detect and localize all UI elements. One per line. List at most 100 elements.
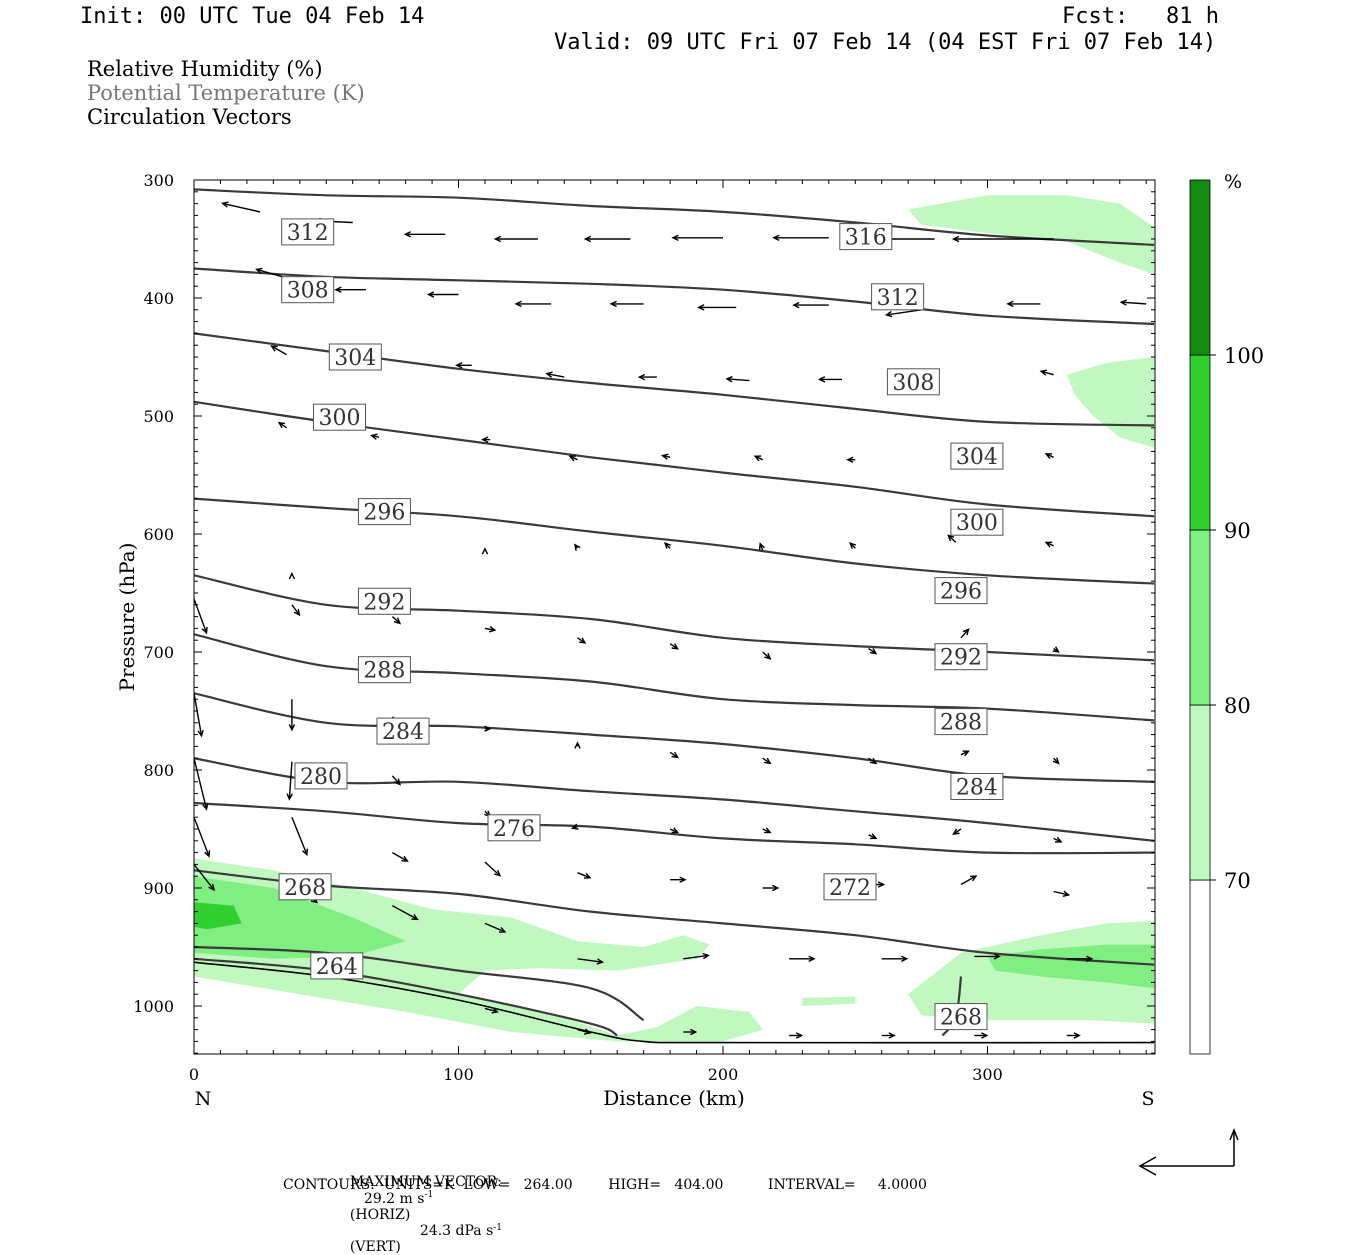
circulation-vector [583, 235, 631, 243]
circulation-vector [194, 863, 215, 892]
max-vector-vert: 24.3 dPa s [419, 1223, 494, 1240]
colorbar-segment [1189, 179, 1211, 356]
circulation-vector [1052, 757, 1060, 765]
y-tick-label: 800 [143, 761, 174, 780]
circulation-vector [637, 373, 657, 381]
x-tick-label: 200 [708, 1065, 739, 1084]
legend-theta: Potential Temperature (K) [87, 81, 365, 105]
vert-tag: (VERT) [349, 1239, 401, 1255]
x-axis-title: Distance (km) [603, 1086, 745, 1110]
circulation-vector [391, 616, 402, 625]
legend-vectors: Circulation Vectors [87, 105, 292, 129]
circulation-vector [960, 628, 970, 639]
contour-label: 284 [950, 773, 1004, 801]
contour-label: 264 [310, 952, 364, 980]
circulation-vector [661, 453, 671, 460]
circulation-vector [671, 234, 723, 242]
circulation-vector [670, 876, 687, 883]
circulation-vector [514, 300, 552, 308]
circulation-vector [1119, 299, 1147, 306]
y-tick-label: 300 [143, 171, 174, 190]
circulation-vector [403, 231, 446, 238]
y-tick-label: 1000 [133, 997, 174, 1016]
contour-label: 300 [313, 403, 366, 431]
circulation-vector [1053, 836, 1063, 843]
rh-region-70 [802, 996, 856, 1006]
colorbar-unit: % [1224, 171, 1242, 193]
circulation-vector [974, 1032, 989, 1039]
contour-label: 296 [357, 498, 411, 526]
y-axis-title: Pressure (hPa) [115, 543, 139, 692]
rh-region-70 [1066, 357, 1155, 448]
rh-region-70 [908, 195, 1155, 275]
contour-label: 272 [823, 873, 877, 901]
y-tick-label: 500 [143, 407, 174, 426]
contour-label: 304 [950, 442, 1004, 470]
circulation-vector [455, 362, 472, 369]
contour-label: 312 [871, 283, 925, 311]
circulation-vector [392, 905, 419, 921]
circulation-vector [493, 235, 538, 243]
circulation-vector [758, 542, 765, 551]
circulation-vector [868, 647, 878, 655]
y-tick-label: 900 [143, 879, 174, 898]
circulation-vector [286, 761, 293, 801]
circulation-vector [881, 1032, 896, 1039]
theta-contour-296 [194, 497, 1155, 585]
circulation-vector [484, 861, 502, 877]
contour-label: 268 [934, 1003, 988, 1031]
circulation-vector [270, 345, 287, 356]
contour-label-text: 296 [940, 580, 982, 605]
contour-label: 316 [839, 223, 893, 251]
colorbar-segment [1189, 879, 1211, 1055]
north-label: N [195, 1088, 212, 1110]
contour-label-text: 280 [300, 765, 342, 790]
vert-exponent: -1 [493, 1222, 503, 1233]
circulation-vector [291, 816, 308, 857]
colorbar-label: 100 [1224, 344, 1264, 368]
colorbar-segment [1189, 354, 1211, 531]
circulation-vector [817, 376, 842, 383]
circulation-vector [762, 651, 772, 660]
y-tick-label: 600 [143, 525, 174, 544]
contour-label: 296 [934, 577, 988, 605]
contour-label: 288 [357, 656, 411, 684]
theta-contour-268 [194, 945, 645, 1022]
contour-label-text: 292 [363, 590, 405, 615]
circulation-vector [846, 456, 856, 463]
contour-label-text: 268 [284, 876, 326, 901]
circulation-vector [568, 455, 578, 462]
circulation-vector [762, 827, 772, 834]
rh-shading [194, 195, 1155, 1042]
contour-label: 292 [934, 643, 988, 671]
contour-label-text: 272 [829, 876, 871, 901]
init-time: Init: 00 UTC Tue 04 Feb 14 [80, 4, 425, 29]
contour-label-text: 284 [382, 720, 424, 745]
circulation-vector [570, 823, 579, 830]
circulation-vector [391, 775, 401, 786]
circulation-vector [1044, 541, 1054, 548]
contours-line: CONTOURS: UNITS=K LOW= 264.00 HIGH= 404.… [283, 1177, 927, 1193]
contour-label: 304 [328, 343, 382, 371]
theta-contour-272 [194, 869, 1155, 966]
circulation-vector [484, 725, 492, 732]
circulation-vector [789, 1032, 804, 1039]
x-tick-label: 300 [972, 1065, 1003, 1084]
colorbar-segment [1189, 704, 1211, 881]
circulation-vector [288, 571, 296, 580]
contour-label: 276 [487, 814, 541, 842]
contour-label-text: 312 [877, 286, 919, 311]
south-label: S [1141, 1088, 1154, 1110]
circulation-vector [669, 751, 679, 759]
circulation-vector [725, 376, 750, 383]
circulation-vector [697, 304, 737, 311]
circulation-vector [951, 235, 1054, 243]
contour-label: 268 [278, 873, 332, 901]
y-tick-label: 400 [143, 289, 174, 308]
circulation-vector [947, 534, 957, 543]
circulation-vector [194, 816, 211, 858]
circulation-vector [545, 371, 565, 378]
cross-section-chart: 3123083043002962922882842802762682643163… [115, 171, 1264, 1176]
circulation-vector [481, 436, 491, 443]
circulation-vector [1044, 453, 1054, 459]
